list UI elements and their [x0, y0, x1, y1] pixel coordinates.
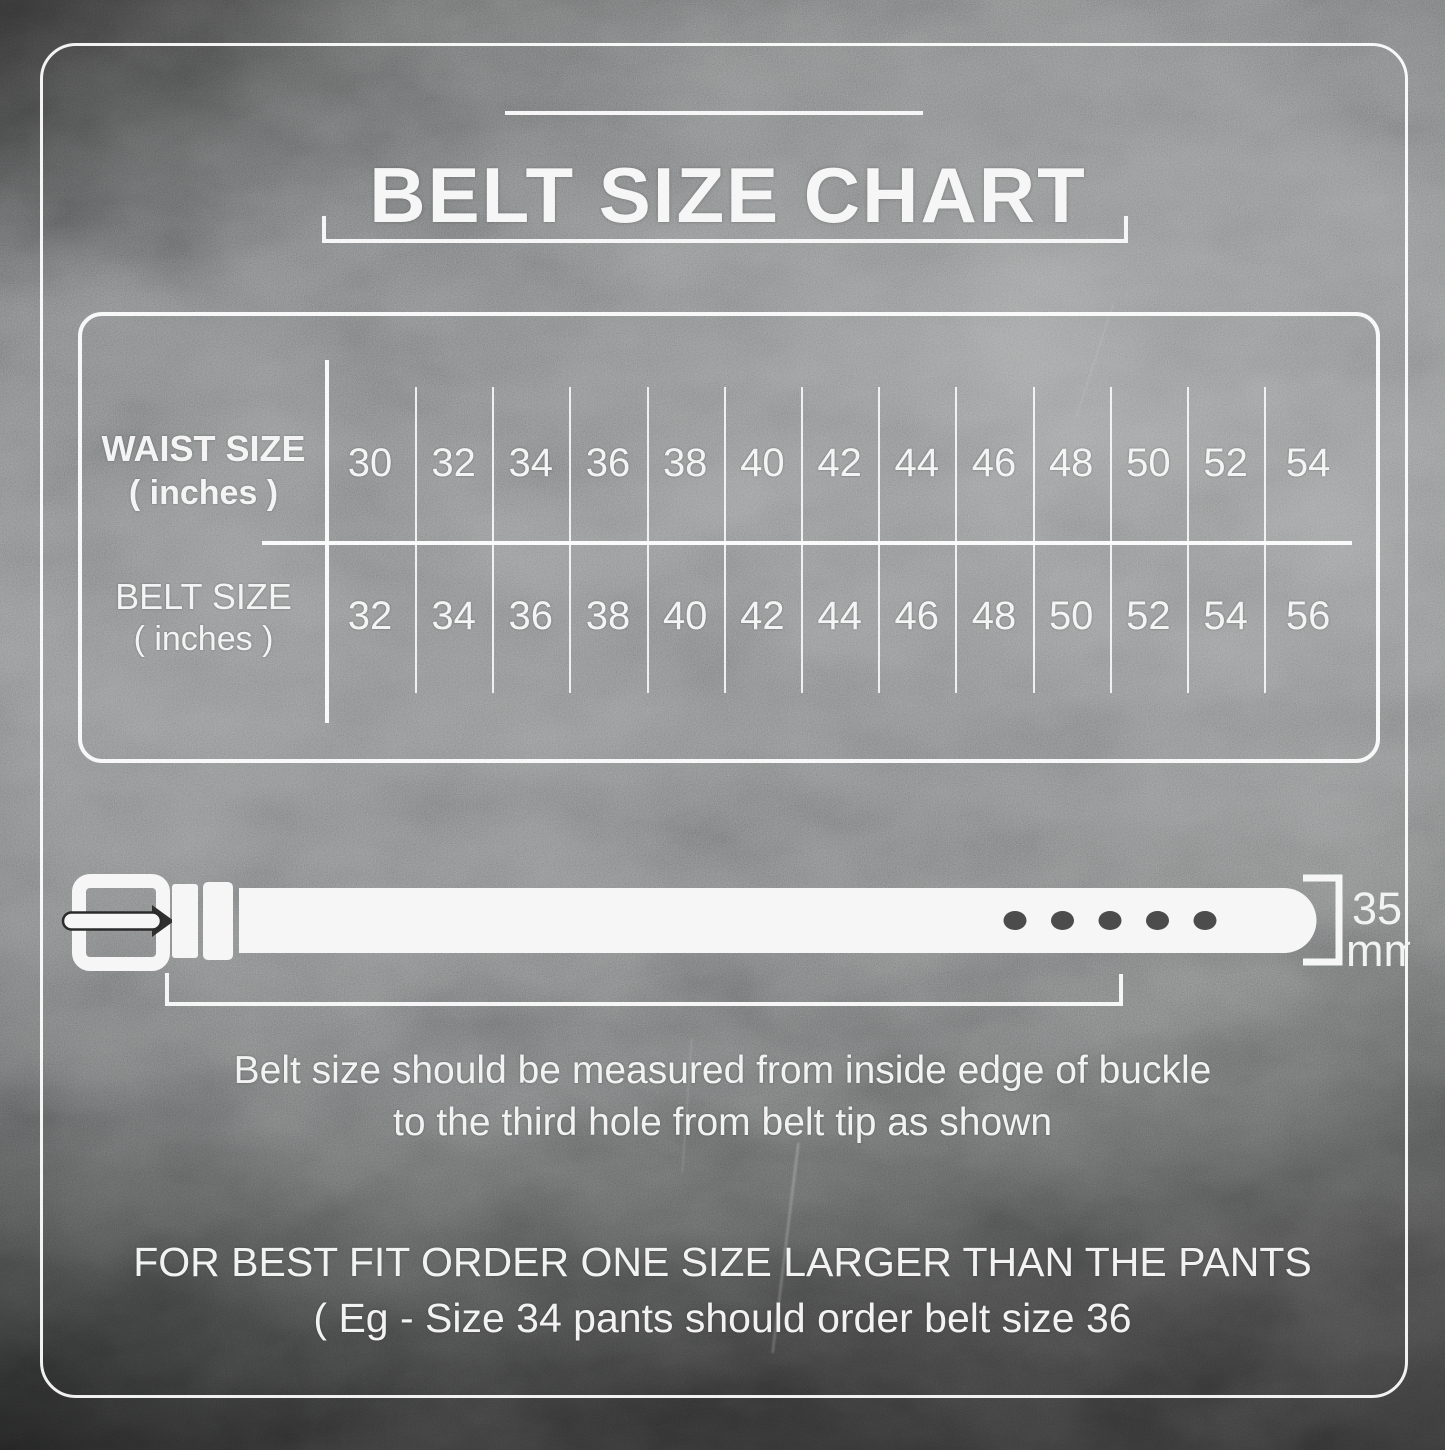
title-top-rule: [505, 111, 923, 115]
belt-size-value: 38: [585, 594, 631, 638]
waist-size-value: 54: [1285, 441, 1331, 485]
waist-size-value: 48: [1048, 441, 1094, 485]
belt-holes: [1003, 911, 1217, 930]
column-divider: [1109, 387, 1112, 693]
column-divider: [1187, 387, 1189, 693]
waist-size-value: 34: [508, 441, 554, 485]
column-divider: [955, 387, 958, 693]
belt-size-row-unit: ( inches ): [133, 620, 274, 658]
belt-size-value: 32: [347, 594, 393, 638]
belt-width-unit: mm: [1346, 925, 1410, 976]
column-divider: [415, 387, 417, 693]
fit-recommendation-line2: ( Eg - Size 34 pants should order belt s…: [313, 1295, 1132, 1341]
belt-size-value: 36: [508, 594, 554, 638]
size-chart-table: WAIST SIZE ( inches ) BELT SIZE ( inches…: [78, 312, 1380, 763]
title-underline-bracket: [322, 216, 1128, 243]
belt-hole: [1146, 911, 1169, 930]
waist-size-value: 50: [1126, 441, 1171, 485]
belt-hole: [1051, 911, 1074, 930]
waist-size-value: 46: [971, 441, 1017, 485]
column-divider: [878, 387, 881, 693]
belt-tab: [172, 884, 198, 958]
belt-size-value: 54: [1203, 594, 1248, 638]
belt-length-measure-bracket: [165, 973, 1123, 1006]
belt-hole: [1098, 911, 1122, 930]
belt-size-value: 42: [740, 594, 785, 638]
waist-size-value: 38: [662, 441, 708, 485]
column-divider: [801, 387, 803, 693]
page-title: BELT SIZE CHART: [369, 151, 1087, 239]
waist-size-value: 32: [431, 441, 476, 485]
belt-width-bracket: [1303, 874, 1343, 966]
column-divider: [569, 387, 572, 693]
column-divider: [723, 387, 726, 693]
fit-recommendation: FOR BEST FIT ORDER ONE SIZE LARGER THAN …: [0, 1234, 1445, 1346]
waist-size-value: 40: [740, 441, 785, 485]
column-divider: [1032, 387, 1035, 693]
column-divider: [492, 387, 495, 693]
fit-recommendation-line1: FOR BEST FIT ORDER ONE SIZE LARGER THAN …: [133, 1239, 1312, 1285]
belt-hole: [1003, 911, 1027, 930]
belt-diagram: 35 mm: [61, 874, 1410, 1006]
column-divider: [646, 387, 649, 693]
waist-size-row-label: WAIST SIZE: [101, 428, 306, 469]
belt-size-value: 52: [1126, 594, 1171, 638]
outer-border: [40, 43, 1408, 1398]
belt-size-value: 56: [1285, 594, 1331, 638]
belt-size-value: 44: [817, 594, 862, 638]
waist-size-value: 42: [817, 441, 862, 485]
waist-size-value: 44: [894, 441, 940, 485]
belt-size-value: 50: [1048, 594, 1094, 638]
column-divider: [1264, 387, 1267, 693]
belt-size-value: 40: [662, 594, 708, 638]
measure-instruction: Belt size should be measured from inside…: [0, 1045, 1445, 1149]
belt-hole: [1193, 911, 1217, 930]
belt-size-value: 48: [971, 594, 1017, 638]
waist-size-value: 52: [1203, 441, 1248, 485]
waist-size-value: 36: [585, 441, 631, 485]
belt-size-value: 46: [894, 594, 940, 638]
belt-size-row-label: BELT SIZE: [115, 576, 292, 617]
belt-strap: [239, 888, 1317, 953]
waist-size-value: 30: [347, 441, 393, 485]
buckle-prong-icon: [61, 911, 163, 931]
measure-instruction-line2: to the third hole from belt tip as shown: [392, 1101, 1053, 1144]
waist-size-row-unit: ( inches ): [128, 474, 279, 512]
belt-keeper: [203, 882, 233, 960]
table-row-separator: [262, 541, 1352, 545]
measure-instruction-line1: Belt size should be measured from inside…: [233, 1049, 1212, 1092]
belt-width-value: 35: [1352, 883, 1402, 934]
belt-size-value: 34: [431, 594, 476, 638]
